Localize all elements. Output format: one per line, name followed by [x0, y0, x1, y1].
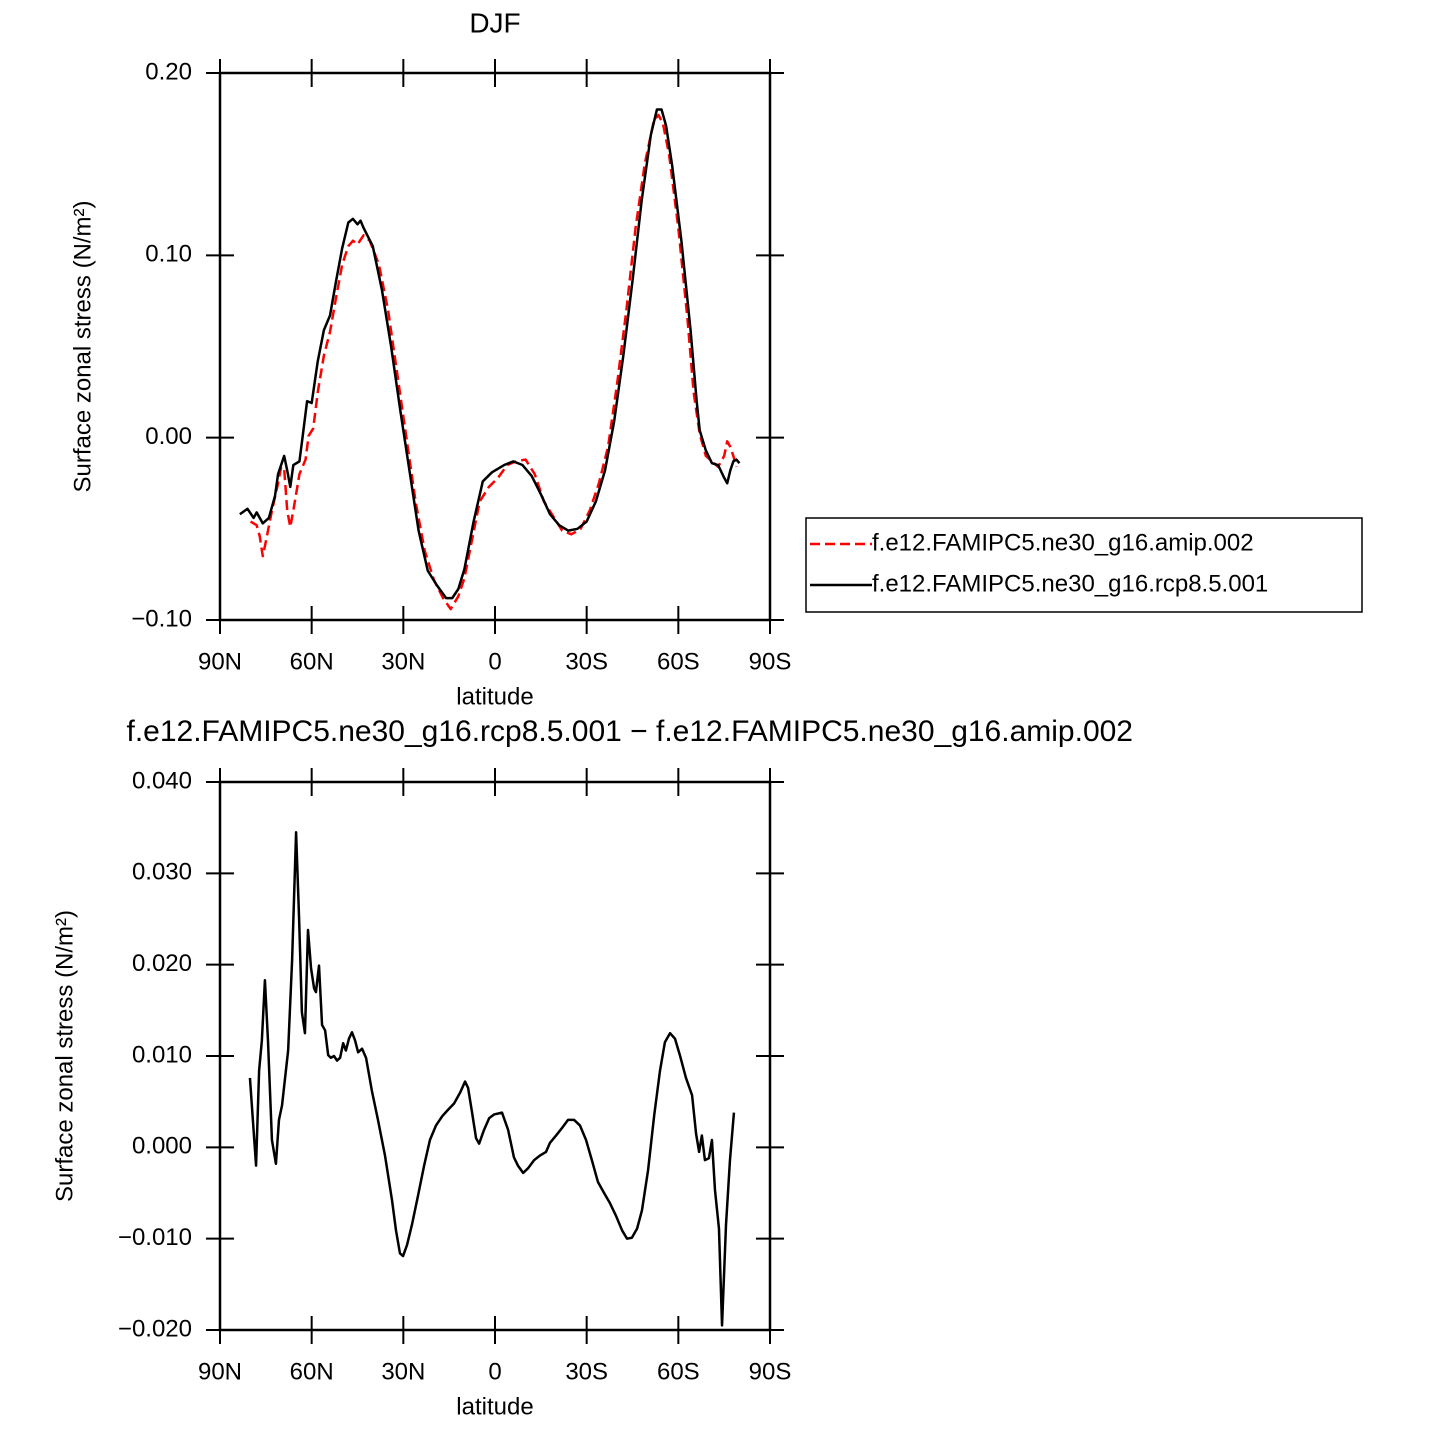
x-tick-label: 60S — [657, 1358, 700, 1385]
y-axis-label: Surface zonal stress (N/m²) — [69, 200, 96, 492]
x-tick-label: 60S — [657, 648, 700, 675]
plot-frame — [218, 71, 772, 622]
x-axis-label: latitude — [456, 683, 533, 710]
x-tick-label: 90N — [198, 648, 242, 675]
x-tick-label: 0 — [488, 648, 501, 675]
x-tick-label: 30N — [381, 1358, 425, 1385]
x-tick-label: 30S — [565, 1358, 608, 1385]
data-line — [239, 108, 741, 600]
x-tick-label: 60N — [290, 648, 334, 675]
data-line — [249, 113, 738, 611]
y-tick-label: −0.10 — [131, 605, 192, 632]
y-tick-label: 0.000 — [132, 1133, 192, 1160]
y-tick-label: 0.00 — [145, 423, 192, 450]
y-axis-label: Surface zonal stress (N/m²) — [51, 910, 78, 1202]
chart-title: DJF — [469, 7, 520, 38]
y-tick-label: 0.040 — [132, 767, 192, 794]
x-axis-label: latitude — [456, 1393, 533, 1420]
data-line — [248, 830, 736, 1327]
legend-label: f.e12.FAMIPC5.ne30_g16.rcp8.5.001 — [872, 570, 1268, 597]
chart-title: f.e12.FAMIPC5.ne30_g16.rcp8.5.001 − f.e1… — [126, 715, 1133, 748]
y-tick-label: 0.030 — [132, 859, 192, 886]
y-tick-label: 0.010 — [132, 1041, 192, 1068]
x-tick-label: 30N — [381, 648, 425, 675]
x-tick-label: 90S — [749, 648, 792, 675]
legend-label: f.e12.FAMIPC5.ne30_g16.amip.002 — [872, 529, 1254, 556]
y-tick-label: −0.010 — [118, 1224, 192, 1251]
y-tick-label: 0.020 — [132, 950, 192, 977]
plot-frame — [218, 780, 772, 1332]
y-tick-label: 0.10 — [145, 241, 192, 268]
x-tick-label: 0 — [488, 1358, 501, 1385]
x-tick-label: 90N — [198, 1358, 242, 1385]
x-tick-label: 90S — [749, 1358, 792, 1385]
x-tick-label: 60N — [290, 1358, 334, 1385]
y-tick-label: 0.20 — [145, 58, 192, 85]
y-tick-label: −0.020 — [118, 1315, 192, 1342]
x-tick-label: 30S — [565, 648, 608, 675]
legend-box — [805, 517, 1363, 613]
